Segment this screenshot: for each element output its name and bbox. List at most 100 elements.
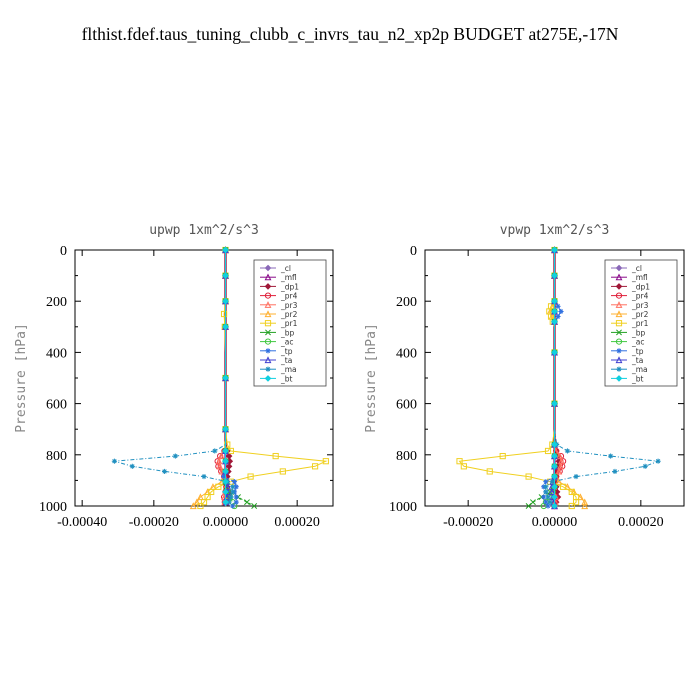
vpwp-legend-label-pr4: _pr4 bbox=[631, 292, 649, 301]
vpwp-point-bt bbox=[551, 502, 558, 510]
vpwp-legend-label-ac: _ac bbox=[631, 338, 644, 347]
vpwp-point-ma bbox=[642, 463, 648, 469]
upwp-legend-label-tp: _tp bbox=[280, 347, 293, 356]
vpwp-point-tp bbox=[541, 494, 547, 500]
upwp-legend-marker-pr2 bbox=[264, 310, 272, 318]
figure-title: flthist.fdef.taus_tuning_clubb_c_invrs_t… bbox=[82, 24, 619, 44]
upwp-point-pr3 bbox=[217, 452, 225, 460]
upwp-point-bt bbox=[222, 478, 229, 485]
upwp-legend-label-bp: _bp bbox=[280, 328, 295, 337]
vpwp-point-bt bbox=[551, 246, 558, 254]
vpwp-legend-marker-dp1 bbox=[615, 283, 623, 290]
vpwp-legend-marker-pr2 bbox=[615, 310, 623, 318]
vpwp-series-group bbox=[456, 246, 661, 510]
vpwp-point-bt bbox=[551, 272, 558, 279]
vpwp-legend-marker-mfl bbox=[615, 273, 623, 281]
vpwp-point-bt bbox=[551, 452, 558, 460]
upwp-point-pr3 bbox=[215, 457, 223, 465]
upwp-point-ma bbox=[172, 453, 178, 459]
upwp-legend-marker-ta bbox=[264, 356, 272, 364]
upwp-point-ma bbox=[111, 458, 118, 464]
upwp-ylabel: Pressure [hPa] bbox=[14, 323, 29, 433]
upwp-point-ma bbox=[230, 489, 236, 495]
upwp-legend-marker-bp bbox=[265, 329, 271, 336]
vpwp-point-pr1 bbox=[568, 488, 575, 496]
vpwp-point-bt bbox=[551, 318, 558, 325]
vpwp-point-ma bbox=[655, 458, 661, 464]
vpwp-panel: vpwp 1xm^2/s^3 Pressure [hPa] 0 200 400 600 80… bbox=[364, 223, 685, 530]
upwp-legend-marker-pr1 bbox=[264, 320, 272, 327]
upwp-legend-label-ac: _ac bbox=[280, 338, 293, 347]
vpwp-point-tp bbox=[543, 479, 549, 485]
upwp-series-group bbox=[111, 246, 329, 510]
vpwp-point-ma bbox=[564, 448, 571, 454]
upwp-point-ma bbox=[129, 463, 135, 469]
upwp-point-pr2 bbox=[197, 493, 204, 501]
upwp-xtick-label: -0.00040 bbox=[57, 515, 107, 530]
upwp-point-ma bbox=[226, 499, 232, 505]
upwp-point-pr1 bbox=[279, 468, 286, 475]
upwp-legend-label-mfl: _mfl bbox=[280, 273, 297, 282]
upwp-point-bt bbox=[222, 457, 229, 465]
upwp-legend-label-pr1: _pr1 bbox=[280, 319, 298, 328]
vpwp-legend-marker-ta bbox=[615, 356, 623, 364]
upwp-point-ma bbox=[230, 484, 236, 490]
upwp-point-bt bbox=[222, 468, 229, 475]
vpwp-legend-label-bp: _bp bbox=[631, 328, 646, 337]
upwp-point-tp bbox=[233, 484, 239, 490]
upwp-point-pr1 bbox=[197, 502, 204, 510]
upwp-point-pr1 bbox=[200, 499, 208, 506]
upwp-point-pr1 bbox=[247, 473, 254, 480]
vpwp-legend-marker-ma bbox=[616, 366, 622, 372]
vpwp-ytick-label: 400 bbox=[396, 346, 417, 361]
vpwp-legend-label-ta: _ta bbox=[631, 356, 643, 365]
vpwp-point-bt bbox=[551, 441, 558, 448]
vpwp-legend-label-dp1: _dp1 bbox=[631, 282, 650, 291]
vpwp-xtick-label: 0.00000 bbox=[532, 515, 578, 530]
vpwp-ytick-label: 200 bbox=[396, 295, 417, 310]
vpwp-point-ma bbox=[543, 489, 549, 495]
vpwp-legend-marker-pr3 bbox=[615, 301, 623, 308]
vpwp-point-pr3 bbox=[556, 452, 564, 460]
upwp-point-bt bbox=[222, 374, 229, 382]
vpwp-point-pr1 bbox=[572, 499, 580, 506]
vpwp-point-bt bbox=[551, 493, 558, 501]
vpwp-point-ma bbox=[612, 468, 618, 475]
upwp-ytick-label: 600 bbox=[46, 398, 67, 413]
vpwp-point-ma bbox=[543, 484, 549, 490]
vpwp-point-pr2 bbox=[581, 498, 589, 506]
vpwp-point-tp bbox=[555, 313, 561, 320]
vpwp-point-bt bbox=[551, 400, 558, 407]
upwp-point-pr1 bbox=[311, 463, 319, 470]
upwp-point-bt bbox=[222, 272, 229, 279]
vpwp-point-pr2 bbox=[555, 477, 563, 485]
upwp-point-tp bbox=[233, 494, 239, 500]
upwp-legend-marker-dp1 bbox=[264, 283, 272, 290]
vpwp-point-pr1 bbox=[456, 458, 463, 465]
upwp-legend-marker-ma bbox=[265, 366, 271, 372]
upwp-point-pr2 bbox=[193, 498, 201, 506]
vpwp-legend-label-mfl: _mfl bbox=[631, 273, 648, 282]
vpwp-point-tp bbox=[543, 499, 549, 505]
vpwp-legend-marker-cl bbox=[615, 264, 623, 272]
vpwp-xtick-label: 0.00020 bbox=[618, 515, 664, 530]
upwp-legend-marker-pr3 bbox=[264, 301, 272, 308]
vpwp-point-tp bbox=[545, 503, 551, 509]
upwp-point-bt bbox=[222, 498, 229, 506]
upwp-xtick-label: 0.00020 bbox=[274, 515, 320, 530]
vpwp-legend-label-tp: _tp bbox=[631, 347, 644, 356]
vpwp-ytick-label: 800 bbox=[396, 449, 417, 464]
upwp-point-bt bbox=[222, 447, 229, 455]
vpwp-point-pr3 bbox=[557, 457, 565, 465]
upwp-legend-label-cl: _cl bbox=[280, 264, 291, 273]
vpwp-ytick-label: 1000 bbox=[389, 500, 417, 515]
vpwp-point-tp bbox=[558, 308, 564, 315]
vpwp-point-ta bbox=[548, 488, 556, 496]
upwp-point-ma bbox=[212, 448, 218, 454]
upwp-point-bt bbox=[222, 488, 229, 496]
upwp-point-bt bbox=[222, 425, 229, 433]
upwp-legend-marker-ac bbox=[264, 338, 272, 345]
vpwp-legend-marker-pr1 bbox=[615, 320, 623, 327]
upwp-ytick-label: 400 bbox=[46, 346, 67, 361]
